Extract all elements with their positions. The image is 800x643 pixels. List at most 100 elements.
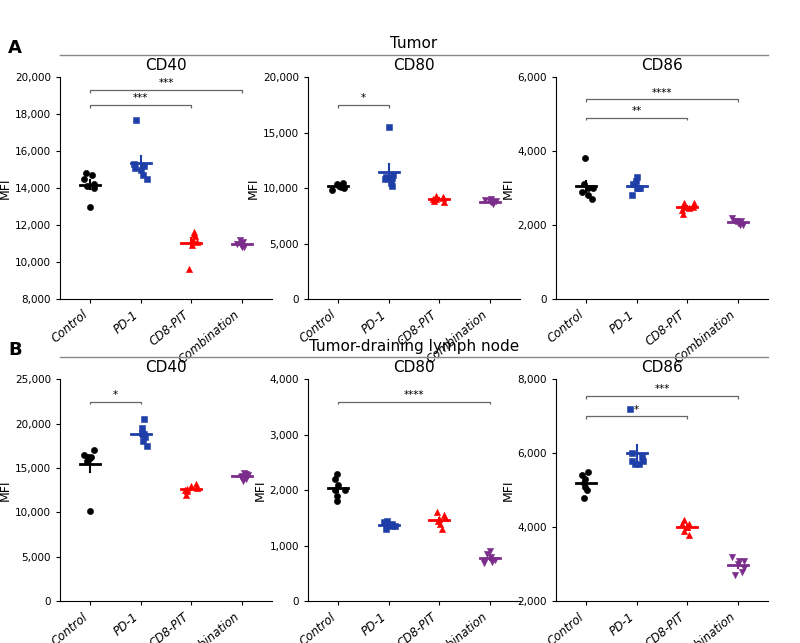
Title: CD40: CD40: [145, 361, 187, 376]
Y-axis label: MFI: MFI: [0, 480, 12, 501]
Point: [181, 486, 194, 496]
Point: [186, 240, 198, 251]
Point: [386, 518, 398, 529]
Text: B: B: [8, 341, 22, 359]
Point: [87, 179, 100, 190]
Point: [631, 183, 644, 193]
Point: [188, 227, 201, 237]
Point: [586, 194, 598, 204]
Point: [180, 489, 193, 500]
Point: [389, 521, 402, 532]
Point: [137, 437, 150, 447]
Point: [138, 161, 150, 171]
Point: [578, 179, 590, 190]
Title: CD80: CD80: [393, 361, 435, 376]
Point: [382, 122, 395, 132]
Point: [737, 220, 750, 230]
Point: [333, 181, 346, 191]
Point: [487, 199, 500, 209]
Point: [738, 563, 750, 573]
Point: [682, 203, 695, 213]
Point: [726, 552, 738, 562]
Point: [582, 190, 595, 201]
Point: [484, 197, 497, 208]
Point: [478, 558, 490, 568]
Point: [82, 452, 94, 462]
Point: [381, 520, 394, 530]
Point: [626, 190, 638, 201]
Point: [734, 220, 746, 230]
Point: [88, 445, 101, 455]
Point: [380, 516, 393, 526]
Y-axis label: MFI: MFI: [254, 480, 266, 501]
Point: [190, 482, 203, 493]
Point: [436, 193, 449, 203]
Point: [330, 179, 343, 189]
Point: [438, 510, 450, 520]
Point: [582, 183, 594, 193]
Point: [489, 554, 502, 565]
Text: Tumor: Tumor: [390, 37, 438, 51]
Text: **: **: [632, 106, 642, 116]
Title: CD86: CD86: [641, 59, 683, 73]
Text: *: *: [361, 93, 366, 103]
Point: [485, 194, 498, 204]
Point: [138, 414, 150, 424]
Text: ****: ****: [404, 390, 424, 400]
Point: [234, 472, 247, 482]
Point: [678, 201, 690, 212]
Point: [134, 165, 147, 175]
Point: [428, 196, 441, 206]
Point: [681, 522, 694, 532]
Point: [189, 231, 202, 241]
Point: [380, 524, 393, 534]
Point: [725, 212, 738, 222]
Point: [240, 474, 253, 484]
Text: ***: ***: [133, 93, 149, 103]
Point: [681, 522, 694, 532]
Point: [435, 524, 448, 534]
Point: [438, 197, 450, 208]
Point: [675, 205, 688, 215]
Point: [329, 485, 342, 496]
Point: [240, 469, 253, 480]
Point: [326, 185, 338, 195]
Point: [80, 168, 93, 178]
Point: [677, 514, 690, 525]
Point: [483, 196, 496, 206]
Point: [438, 513, 451, 523]
Point: [677, 209, 690, 219]
Point: [478, 556, 490, 566]
Point: [242, 470, 254, 480]
Point: [230, 239, 243, 249]
Point: [130, 114, 143, 125]
Point: [188, 229, 201, 239]
Point: [484, 546, 497, 556]
Point: [386, 173, 399, 183]
Y-axis label: MFI: MFI: [502, 480, 514, 501]
Point: [634, 183, 646, 193]
Point: [379, 172, 392, 182]
Point: [426, 194, 439, 204]
Point: [687, 198, 700, 208]
Point: [237, 237, 250, 247]
Point: [633, 459, 646, 469]
Point: [336, 179, 349, 190]
Point: [628, 459, 641, 469]
Point: [682, 518, 695, 529]
Point: [338, 485, 351, 496]
Point: [484, 552, 497, 562]
Point: [190, 237, 203, 247]
Point: [80, 181, 93, 192]
Point: [626, 448, 638, 458]
Point: [328, 474, 341, 484]
Point: [734, 216, 747, 226]
Point: [479, 195, 492, 205]
Point: [627, 179, 640, 190]
Point: [238, 467, 250, 478]
Point: [129, 163, 142, 173]
Point: [378, 518, 390, 528]
Point: [736, 566, 749, 577]
Point: [234, 240, 247, 251]
Point: [234, 235, 246, 245]
